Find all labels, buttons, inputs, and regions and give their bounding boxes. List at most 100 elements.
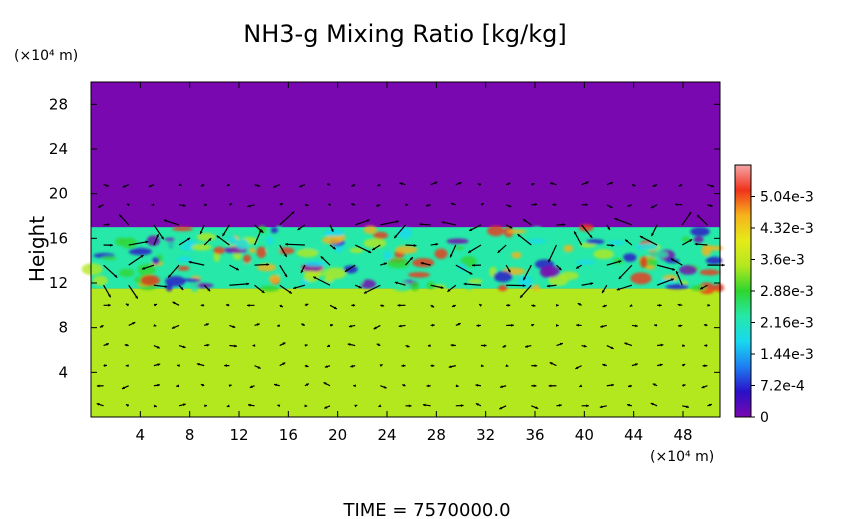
wind-vector: [547, 244, 558, 263]
wind-vector-head: [378, 404, 382, 407]
wind-vector-head: [497, 249, 501, 253]
wind-vector-head: [122, 184, 126, 188]
wind-vector-head: [476, 324, 480, 327]
wind-vector-head: [157, 383, 161, 387]
wind-vector-head: [689, 239, 693, 242]
wind-vector-head: [579, 384, 583, 388]
wind-vector-head: [229, 203, 233, 206]
wind-vector-head: [224, 364, 227, 368]
wind-vector-head: [651, 233, 654, 237]
wind-vector-head: [650, 205, 654, 209]
wind-vector-head: [354, 404, 358, 408]
wind-vector-head: [324, 406, 328, 409]
wind-vector-head: [517, 234, 521, 237]
wind-vector-head: [632, 183, 636, 187]
colorbar-tick-label: 1.44e-3: [760, 347, 814, 363]
colorbar-tick-label: 5.04e-3: [760, 190, 814, 206]
wind-vector-head: [160, 236, 164, 240]
x-tick-label: 32: [476, 426, 495, 444]
wind-vector-head: [395, 220, 399, 224]
wind-vector-head: [533, 384, 537, 388]
wind-vector-head: [672, 267, 675, 271]
wind-vector-head: [422, 403, 426, 407]
y-axis-unit: (×10⁴ m): [14, 48, 78, 64]
wind-vector-head: [373, 326, 377, 330]
wind-vector-head: [704, 344, 707, 347]
wind-vector-head: [413, 244, 417, 247]
wind-vector-head: [469, 271, 473, 275]
wind-vector-head: [531, 183, 535, 186]
chart-title: NH3-g Mixing Ratio [kg/kg]: [243, 20, 566, 48]
plot-area: [81, 81, 725, 418]
wind-vector-head: [602, 363, 606, 367]
colorbar-tick-label: 4.32e-3: [760, 221, 814, 237]
wind-vector-head: [177, 364, 180, 368]
y-tick-label: 4: [58, 363, 68, 381]
wind-vector-head: [531, 323, 535, 327]
wind-vector-head: [652, 184, 656, 187]
wind-vector-head: [480, 203, 484, 206]
wind-vector-head: [107, 223, 110, 227]
wind-vector-head: [277, 404, 281, 408]
wind-vector-head: [114, 274, 118, 278]
wind-vector-head: [299, 184, 303, 188]
wind-vector-head: [682, 364, 686, 367]
wind-vector-head: [522, 284, 526, 287]
cloud-layer-texture: [81, 223, 725, 295]
wind-vector-head: [711, 184, 715, 188]
wind-vector-head: [629, 304, 633, 307]
wind-vector-head: [99, 324, 103, 328]
wind-vector-head: [558, 403, 562, 407]
wind-vector-head: [475, 383, 479, 387]
wind-vector-head: [96, 403, 100, 406]
wind-vector-head: [148, 184, 152, 188]
wind-vector-head: [196, 362, 200, 366]
wind-vector-head: [670, 258, 674, 262]
wind-vector-head: [507, 182, 511, 186]
wind-vector-head: [247, 204, 251, 208]
wind-vector: [253, 229, 262, 246]
wind-vector-head: [376, 203, 379, 207]
wind-vector-head: [552, 203, 556, 207]
wind-vector-head: [206, 343, 210, 347]
wind-vector-head: [675, 203, 678, 206]
y-tick-label: 24: [49, 140, 68, 158]
wind-vector-head: [505, 364, 509, 367]
colorbar-tick-label: 2.16e-3: [760, 316, 814, 332]
wind-vector-head: [176, 384, 180, 388]
wind-vector-head: [602, 290, 605, 294]
wind-vector-head: [232, 325, 236, 328]
wind-vector: [455, 264, 473, 275]
colorbar-gradient: [734, 164, 752, 418]
wind-vector-head: [447, 288, 451, 292]
wind-vector-head: [376, 343, 380, 347]
wind-vector-head: [171, 326, 175, 329]
wind-vector-head: [479, 304, 483, 307]
x-tick-label: 4: [136, 426, 146, 444]
wind-vector-head: [627, 403, 630, 407]
wind-vector-head: [182, 345, 186, 349]
wind-vector-head: [187, 237, 191, 241]
wind-vector-head: [634, 324, 638, 328]
wind-vector-head: [285, 242, 288, 246]
wind-vector-head: [273, 185, 277, 188]
x-axis: 4 8 12 16 20 24 28 32 36 40 44 48: [136, 82, 693, 444]
wind-vector-head: [351, 303, 355, 307]
wind-vector-head: [523, 277, 526, 281]
wind-vector-head: [611, 383, 615, 387]
colorbar: 5.04e-3 4.32e-3 3.6e-3 2.88e-3 2.16e-3 1.44e-…: [734, 164, 814, 426]
wind-vector-head: [627, 384, 631, 388]
y-tick-label: 12: [49, 274, 68, 292]
wind-vector-head: [599, 405, 603, 409]
wind-vector: [354, 244, 372, 254]
wind-vector-head: [222, 233, 226, 237]
wind-vector-head: [330, 323, 334, 327]
wind-vector-head: [405, 203, 409, 207]
wind-vector-head: [550, 182, 554, 185]
wind-vector-head: [420, 261, 424, 265]
wind-vector-head: [119, 214, 123, 218]
wind-vector-head: [659, 363, 663, 367]
y-axis-label: Height: [25, 216, 49, 282]
wind-vector-head: [534, 203, 538, 206]
